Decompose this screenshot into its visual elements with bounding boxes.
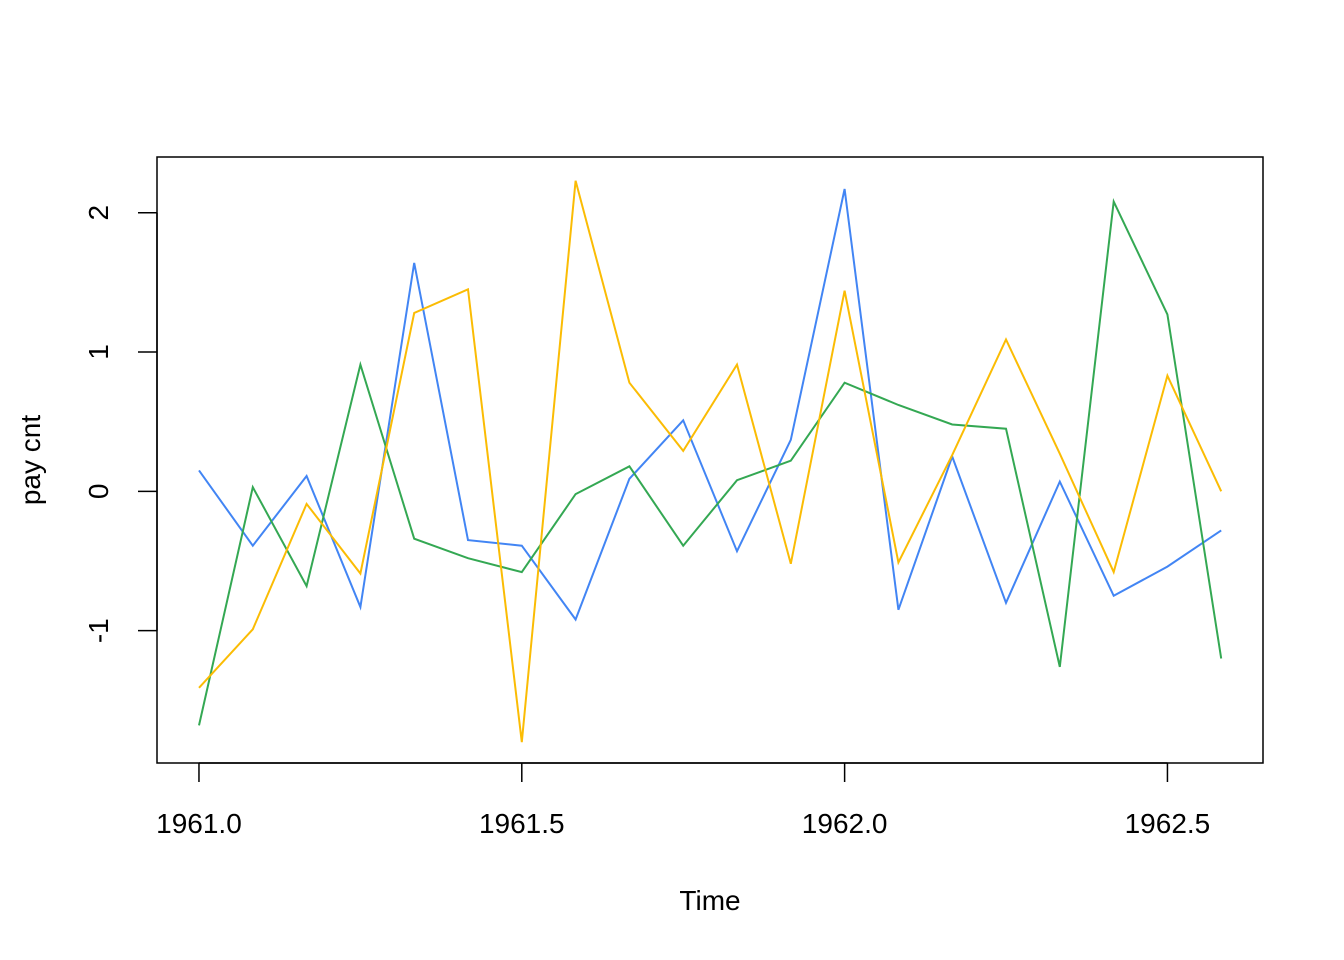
series-line-1 [198,188,1222,622]
y-axis: -1 0 1 2 [83,205,158,643]
y-axis-label: pay cnt [15,415,46,505]
y-tick-label: 1 [83,344,114,360]
y-tick-label: -1 [83,618,114,643]
y-tick-label: 0 [83,484,114,500]
plot-frame [156,156,1264,764]
x-tick-label: 1961.0 [156,808,242,839]
series-group [198,180,1223,743]
series-line-2 [198,198,1223,726]
series-line-3 [198,180,1223,743]
y-tick-label: 2 [83,205,114,221]
x-tick-label: 1961.5 [479,808,565,839]
x-axis: 1961.0 1961.5 1962.0 1962.5 [156,762,1211,839]
x-axis-label: Time [679,885,740,916]
x-tick-label: 1962.5 [1125,808,1211,839]
x-tick-label: 1962.0 [802,808,888,839]
